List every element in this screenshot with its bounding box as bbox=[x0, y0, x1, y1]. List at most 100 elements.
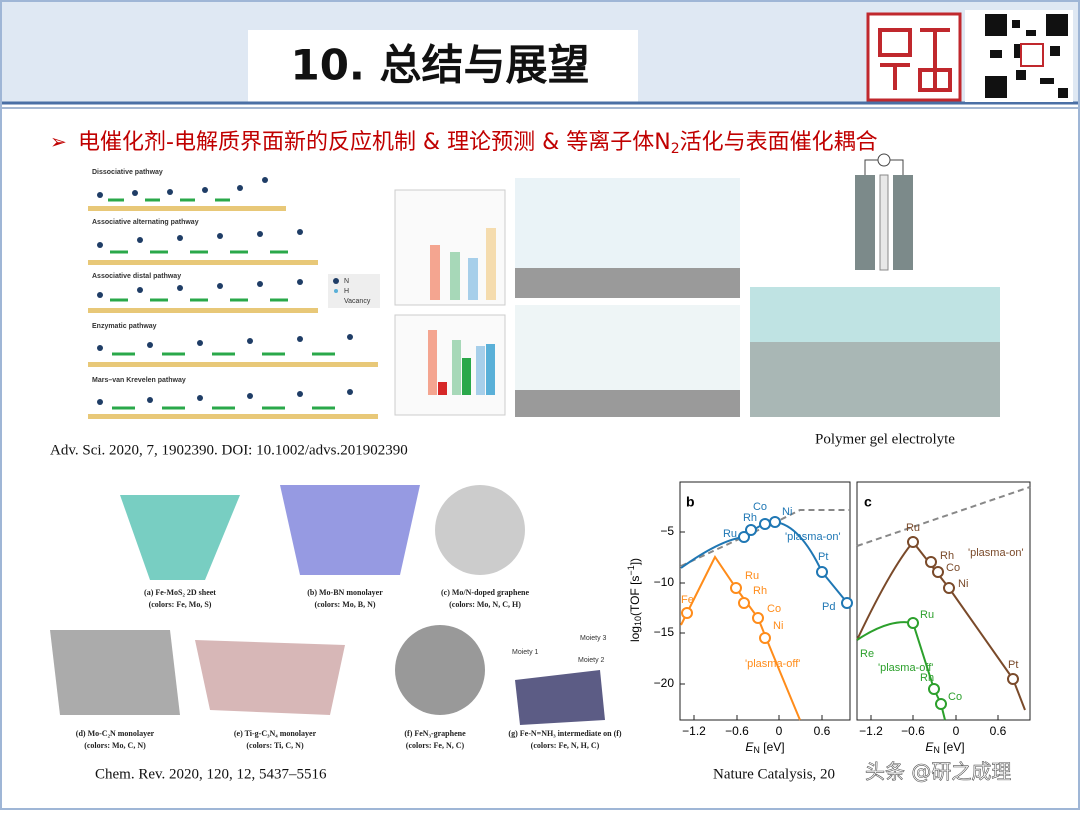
plot-frame bbox=[856, 481, 1031, 721]
pathway-label: Enzymatic pathway bbox=[92, 323, 157, 330]
molecule-label: (d) Mo-C₂N monolayer bbox=[76, 729, 155, 738]
watermark: 头条 @研之成理 bbox=[865, 760, 1011, 784]
transport-top bbox=[750, 287, 1000, 342]
y-tick-label: −20 bbox=[654, 676, 675, 690]
series-label: 'plasma-on' bbox=[785, 531, 841, 543]
point-label: Ru bbox=[920, 609, 934, 621]
point-label: Pt bbox=[1008, 659, 1018, 671]
interface-surface bbox=[515, 268, 740, 298]
y-tick-label: −5 bbox=[660, 524, 674, 538]
pathway-label: Mars–van Krevelen pathway bbox=[92, 377, 186, 384]
point-label: Co bbox=[946, 562, 960, 574]
limit-line bbox=[680, 509, 850, 567]
molecule-images bbox=[50, 485, 605, 725]
labels-c-on: Ru Rh Co Ni Pt 'plasma-on' bbox=[906, 522, 1024, 671]
x-tick-label: 0 bbox=[776, 724, 783, 738]
legend-swatch bbox=[334, 289, 338, 293]
citation: Chem. Rev. 2020, 120, 12, 5437–5516 bbox=[95, 766, 327, 782]
volcano-figure: b c −5 −10 −15 −20 −1.2 −0.6 0 0.6 −1.2 … bbox=[626, 481, 1031, 755]
molecule-label: (g) Fe-N=NH₃ intermediate on (f) bbox=[508, 729, 621, 738]
citation: Adv. Sci. 2020, 7, 1902390. DOI: 10.1002… bbox=[50, 442, 408, 458]
x-tick-label: 0 bbox=[953, 724, 960, 738]
molecule-label: (c) Mo/N-doped graphene bbox=[441, 588, 529, 597]
surface bbox=[88, 362, 378, 367]
surface bbox=[88, 414, 378, 419]
point-label: Pd bbox=[822, 601, 835, 613]
citation: Nature Catalysis, 20 bbox=[713, 766, 835, 782]
surface bbox=[88, 260, 318, 265]
y-label-part: ]) bbox=[628, 558, 642, 565]
arrows bbox=[108, 198, 335, 410]
labels-b-off: Fe Ru Rh Co Ni 'plasma-off' bbox=[681, 570, 800, 670]
point-label: Ru bbox=[745, 570, 759, 582]
bullet-subscript: 2 bbox=[671, 141, 680, 157]
x-label-part: E bbox=[925, 740, 934, 754]
molecule-colors: (colors: Fe, N, H, C) bbox=[531, 741, 600, 750]
x-tick-label: −0.6 bbox=[901, 724, 925, 738]
bullet-main: 电催化剂-电解质界面新的反应机制 & 理论预测 & 等离子体N bbox=[78, 130, 671, 155]
point-label: Co bbox=[767, 603, 781, 615]
panel-label: b bbox=[686, 494, 695, 510]
x-label-part: [eV] bbox=[760, 740, 785, 754]
series-label: 'plasma-off' bbox=[745, 658, 800, 670]
y-axis-label: log10(TOF [s−1]) bbox=[626, 558, 643, 642]
pathway-label: Associative distal pathway bbox=[92, 273, 181, 280]
point-label: Fe bbox=[681, 594, 694, 606]
x-label-part: N bbox=[753, 745, 760, 755]
curve-off bbox=[680, 555, 801, 721]
x-tick-label: −1.2 bbox=[859, 724, 883, 738]
legend-label: H bbox=[344, 288, 349, 295]
point-label: Rh bbox=[940, 550, 954, 562]
panel-label: c bbox=[864, 494, 872, 510]
x-label-part: E bbox=[745, 740, 754, 754]
series-label: 'plasma-on' bbox=[968, 547, 1024, 559]
x-label-part: [eV] bbox=[940, 740, 965, 754]
y-tick-label: −10 bbox=[654, 575, 675, 589]
point-label: Ru bbox=[906, 522, 920, 534]
point-label: Rh bbox=[753, 585, 767, 597]
molecule-label: (e) Ti-g-C₃N₄ monolayer bbox=[234, 729, 317, 738]
surface bbox=[88, 206, 286, 211]
point-label: Co bbox=[753, 501, 767, 513]
x-tick-label: −0.6 bbox=[725, 724, 749, 738]
point-label: Ru bbox=[723, 528, 737, 540]
figure-caption: Polymer gel electrolyte bbox=[815, 431, 955, 447]
bullet-text: 电催化剂-电解质界面新的反应机制 & 理论预测 & 等离子体N2活化与表面催化耦… bbox=[78, 130, 878, 157]
labels-b-on: Ru Rh Co Ni Pt Pd 'plasma-on' bbox=[723, 501, 841, 613]
slide-title: 10. 总结与展望 bbox=[290, 41, 589, 90]
points bbox=[681, 516, 1019, 710]
labels-c-off: Re Ru Rh Co 'plasma-off' bbox=[860, 609, 962, 703]
limit-line bbox=[856, 486, 1031, 547]
logo-strokes bbox=[878, 28, 952, 92]
series-label: 'plasma-off' bbox=[878, 662, 933, 674]
bar-figures bbox=[394, 189, 506, 416]
molecule-label: (f) FeN₃-graphene bbox=[404, 729, 466, 738]
bullet-end: 活化与表面催化耦合 bbox=[680, 130, 878, 155]
x-label-part: N bbox=[933, 745, 940, 755]
point-label: Pt bbox=[818, 551, 828, 563]
y-label-part: 10 bbox=[633, 616, 643, 626]
curve-on bbox=[856, 540, 1026, 711]
molecule-colors: (colors: Mo, N, C, H) bbox=[449, 600, 521, 609]
qr-code bbox=[985, 14, 1068, 98]
molecule-colors: (colors: Mo, B, N) bbox=[314, 600, 375, 609]
legend-swatch bbox=[333, 278, 339, 284]
pathway-label: Dissociative pathway bbox=[92, 169, 163, 176]
cell-diagram bbox=[855, 153, 913, 271]
qr-logo bbox=[1020, 43, 1044, 67]
molecule-colors: (colors: Mo, C, N) bbox=[84, 741, 146, 750]
surface bbox=[88, 308, 318, 313]
bullet-arrow: ➢ bbox=[50, 130, 67, 154]
interface-surface bbox=[515, 390, 740, 417]
point-label: Co bbox=[948, 691, 962, 703]
y-label-part: −1 bbox=[626, 565, 636, 575]
moiety-label: Moiety 2 bbox=[578, 657, 605, 664]
y-label-part: (TOF [s bbox=[628, 576, 642, 616]
point-label: Re bbox=[860, 648, 874, 660]
curve-off bbox=[856, 621, 946, 721]
y-label-part: log bbox=[628, 626, 642, 642]
x-tick-label: 0.6 bbox=[814, 724, 831, 738]
x-tick-label: 0.6 bbox=[990, 724, 1007, 738]
